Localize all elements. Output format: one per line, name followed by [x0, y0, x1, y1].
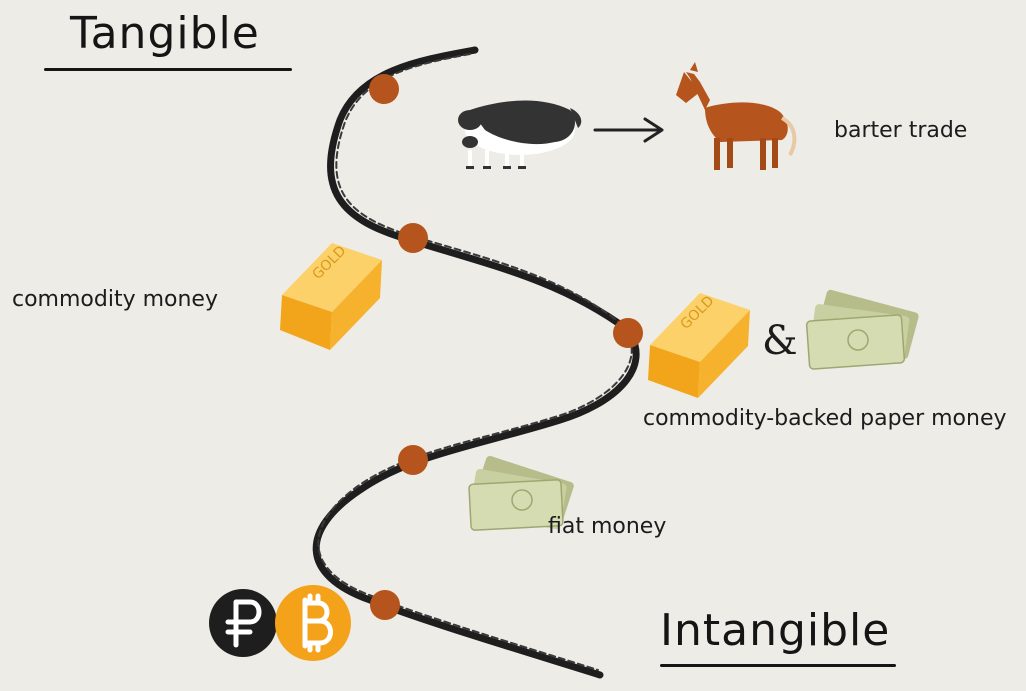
heading-intangible: Intangible	[660, 605, 891, 656]
cow-icon	[458, 100, 582, 169]
timeline-path	[312, 46, 640, 679]
banknotes-icon	[805, 289, 919, 370]
timeline-node-4	[398, 445, 428, 475]
heading-tangible-underline	[44, 68, 292, 71]
arrow-right-icon	[593, 117, 664, 143]
timeline-node-3	[613, 318, 643, 348]
connector-ampersand: &	[762, 318, 798, 364]
ruble-coin-icon	[209, 589, 277, 657]
bitcoin-icon	[275, 585, 351, 661]
timeline-node-1	[369, 74, 399, 104]
stage-label-fiat: fiat money	[548, 514, 667, 539]
timeline-node-5	[370, 590, 400, 620]
gold-bar-icon-2: GOLD	[648, 293, 750, 398]
horse-icon	[676, 62, 797, 170]
gold-bar-icon: GOLD	[280, 243, 382, 350]
stage-label-commodity-backed: commodity-backed paper money	[643, 406, 1007, 431]
heading-intangible-underline	[660, 664, 896, 667]
heading-tangible: Tangible	[70, 8, 260, 59]
timeline-node-2	[398, 223, 428, 253]
timeline-path-texture	[317, 53, 633, 671]
stage-label-barter: barter trade	[834, 118, 968, 143]
banknotes-icon-2	[468, 455, 574, 531]
stage-label-commodity: commodity money	[12, 287, 218, 312]
